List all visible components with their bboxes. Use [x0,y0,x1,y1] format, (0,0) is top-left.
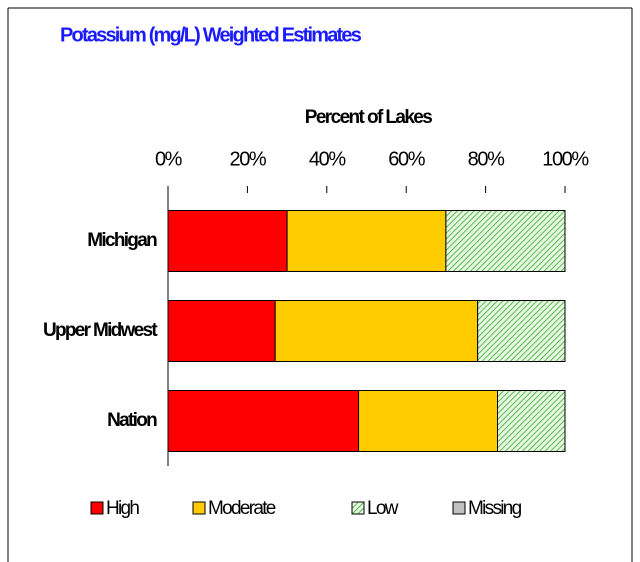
category-label: Upper Midwest [43,320,158,341]
legend-label: Missing [468,498,522,519]
bar-segment [497,390,566,452]
legend-swatch [90,501,104,515]
legend-swatch [452,501,466,515]
x-tick-label: 100% [542,148,589,170]
x-tick-label: 0% [155,148,183,170]
bar-segment [358,390,499,452]
legend-swatch [192,501,206,515]
legend-label: Low [367,498,399,519]
axis-title: Percent of Lakes [305,107,432,128]
bar-segment [477,300,566,362]
bar-segment [274,300,479,362]
bar-segment [167,210,288,272]
chart-title: Potassium (mg/L) Weighted Estimates [60,24,362,46]
category-label: Nation [107,410,157,431]
x-tick-label: 20% [229,148,266,170]
bar-segment [286,210,447,272]
legend-label: Moderate [208,498,276,519]
bar-segment [445,210,566,272]
legend-swatch [351,501,365,515]
legend-label: High [106,498,139,519]
x-tick-label: 60% [388,148,425,170]
category-label: Michigan [87,230,157,251]
bar-segment [167,300,276,362]
x-tick-label: 80% [468,148,505,170]
bar-segment [167,390,360,452]
x-tick-label: 40% [309,148,346,170]
